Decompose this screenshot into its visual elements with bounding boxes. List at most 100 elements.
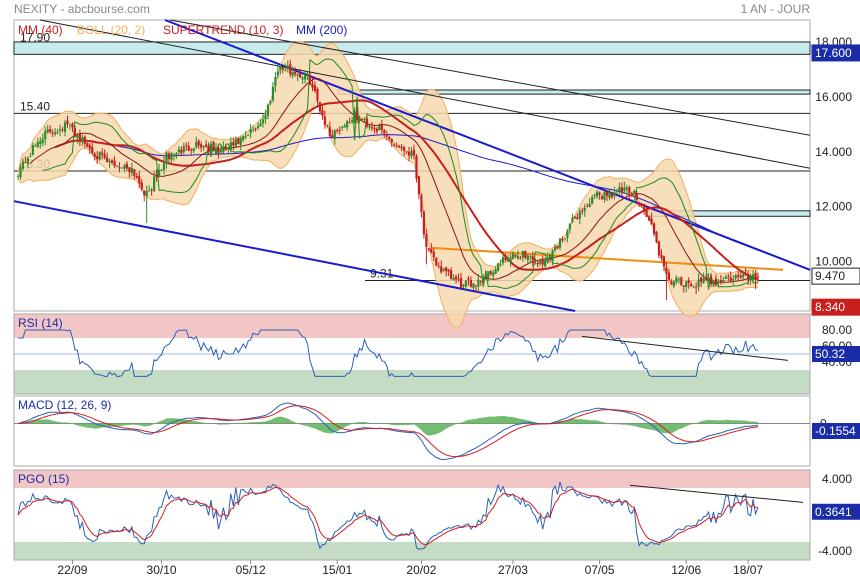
- candle-body: [207, 146, 210, 152]
- candle-body: [474, 285, 477, 287]
- candle-body: [96, 156, 99, 160]
- candle-body: [133, 169, 136, 177]
- candle-body: [274, 76, 277, 86]
- candle-body: [477, 279, 480, 287]
- candle-body: [729, 277, 732, 282]
- candle-body: [692, 286, 695, 288]
- rsi-value-label: 50.32: [815, 347, 845, 361]
- candle-body: [660, 254, 663, 259]
- candle-body: [192, 148, 195, 152]
- candle-body: [41, 139, 44, 143]
- candle-body: [583, 207, 586, 212]
- candle-body: [472, 283, 475, 288]
- candle-body: [539, 259, 542, 264]
- candle-body: [719, 280, 722, 283]
- candle-body: [541, 258, 544, 265]
- pgo-signal-line: [17, 486, 759, 546]
- candle-body: [724, 276, 727, 279]
- candle-body: [291, 72, 294, 76]
- trendline-blue-lower: [13, 200, 576, 312]
- candle-body: [516, 255, 520, 259]
- candle-body: [51, 132, 54, 134]
- candle-body: [734, 275, 737, 279]
- candle-body: [331, 135, 334, 138]
- x-axis-tick: 12/06: [671, 563, 701, 577]
- candle-body: [469, 280, 473, 287]
- candle-body: [26, 157, 29, 165]
- candle-body: [259, 123, 262, 127]
- candle-body: [375, 128, 378, 132]
- candle-body: [86, 143, 89, 147]
- candle-body: [467, 278, 470, 280]
- candle-body: [484, 276, 487, 280]
- legend-ma200: MM (200): [296, 23, 347, 37]
- legend-ma40: MM (40): [18, 23, 63, 37]
- candle-body: [625, 187, 628, 190]
- candle-body: [687, 280, 690, 283]
- macd-histogram: [18, 415, 758, 436]
- candle-body: [732, 279, 735, 280]
- candle-body: [556, 245, 559, 249]
- candle-body: [98, 151, 101, 160]
- candle-body: [670, 281, 673, 285]
- candle-body: [180, 149, 183, 154]
- candle-body: [662, 256, 666, 267]
- candle-body: [462, 284, 465, 287]
- candle-body: [432, 251, 435, 258]
- candle-body: [420, 195, 423, 212]
- candle-body: [338, 129, 341, 131]
- candle-body: [239, 137, 242, 145]
- price-tag-label: 8.340: [815, 300, 845, 314]
- candle-body: [417, 176, 421, 195]
- candle-body: [677, 278, 680, 280]
- candle-body: [526, 255, 529, 261]
- candle-body: [323, 116, 326, 126]
- candle-body: [447, 269, 450, 272]
- candle-body: [605, 191, 609, 196]
- pgo-panel-frame: [13, 469, 811, 561]
- pgo-line: [17, 481, 759, 550]
- candle-body: [450, 270, 453, 280]
- candle-body: [400, 147, 403, 149]
- pgo-overbought-zone: [14, 470, 810, 488]
- candle-body: [615, 189, 619, 192]
- candle-body: [145, 191, 148, 197]
- candle-body: [128, 167, 131, 172]
- pgo-value-label: 0.3641: [815, 505, 852, 519]
- candle-body: [308, 75, 312, 86]
- candle-body: [628, 187, 631, 194]
- candle-body: [83, 136, 86, 144]
- candle-body: [266, 104, 270, 116]
- candle-body: [442, 268, 445, 271]
- price-axis-tick: 12.000: [815, 200, 852, 214]
- resistance-zone-top: [13, 41, 811, 55]
- rsi-divergence-line: [581, 335, 789, 361]
- rsi-title: RSI (14): [18, 316, 63, 330]
- macd-title: MACD (12, 26, 9): [18, 398, 111, 412]
- candle-body: [422, 211, 425, 235]
- candle-body: [264, 115, 267, 120]
- candle-body: [717, 281, 720, 283]
- candle-body: [571, 218, 574, 223]
- candle-body: [635, 192, 638, 201]
- candle-body: [600, 196, 604, 199]
- candle-body: [68, 123, 72, 125]
- candle-body: [31, 145, 34, 155]
- rsi-line: [18, 329, 759, 377]
- trendline-blue-upper: [164, 19, 811, 271]
- supertrend-line: [42, 58, 758, 290]
- candle-body: [551, 250, 554, 261]
- pgo-oversold-zone: [14, 542, 810, 560]
- candle-body: [328, 127, 331, 137]
- candle-body: [175, 153, 178, 155]
- macd-line: [17, 402, 759, 461]
- rsi-axis-tick: 80.00: [822, 323, 852, 337]
- candle-body: [457, 278, 460, 280]
- legend-supertrend: SUPERTREND (10, 3): [163, 23, 283, 37]
- x-axis-tick: 05/12: [236, 563, 266, 577]
- candle-body: [249, 129, 252, 134]
- candle-body: [355, 112, 359, 121]
- candle-body: [405, 151, 408, 153]
- candle-body: [21, 161, 25, 169]
